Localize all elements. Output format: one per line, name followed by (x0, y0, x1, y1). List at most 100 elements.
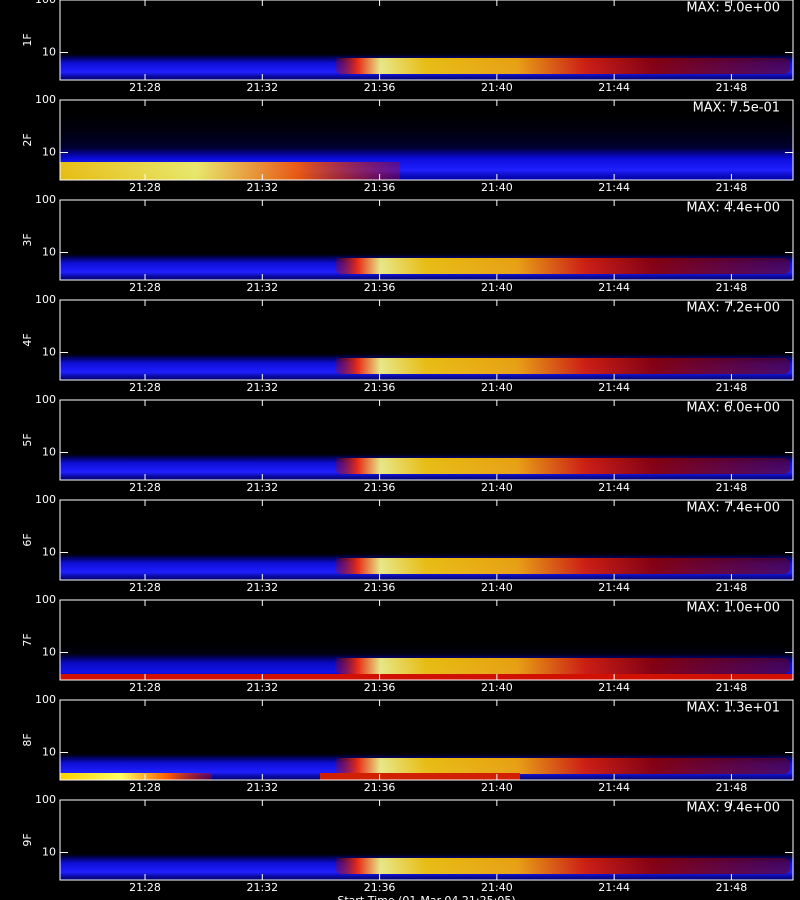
x-tick-label: 21:44 (598, 281, 630, 294)
x-tick-label: 21:36 (364, 481, 396, 494)
max-annotation: MAX: 5.0e+00 (686, 1, 780, 16)
x-tick-label: 21:44 (598, 381, 630, 394)
max-annotation: MAX: 1.0e+00 (686, 601, 780, 616)
bottom-strip (60, 674, 793, 680)
y-axis-label: 5F (21, 433, 34, 446)
x-tick-label: 21:28 (129, 881, 161, 894)
x-tick-label: 21:28 (129, 81, 161, 94)
max-annotation: MAX: 6.0e+00 (686, 401, 780, 416)
x-tick-label: 21:48 (716, 881, 748, 894)
x-tick-label: 21:28 (129, 281, 161, 294)
y-tick-label: 100 (35, 593, 56, 606)
x-tick-label: 21:32 (246, 381, 278, 394)
x-tick-label: 21:44 (598, 481, 630, 494)
x-tick-label: 21:44 (598, 581, 630, 594)
x-tick-label: 21:28 (129, 481, 161, 494)
y-axis-label: 6F (21, 533, 34, 546)
x-tick-label: 21:28 (129, 181, 161, 194)
y-axis-label: 3F (21, 233, 34, 246)
y-tick-label: 10 (42, 46, 56, 59)
x-tick-label: 21:48 (716, 81, 748, 94)
max-annotation: MAX: 9.4e+00 (686, 801, 780, 816)
x-tick-label: 21:44 (598, 181, 630, 194)
x-tick-label: 21:32 (246, 281, 278, 294)
x-tick-label: 21:36 (364, 81, 396, 94)
plot-frame (59, 199, 794, 281)
y-tick-label: 10 (42, 746, 56, 759)
x-tick-label: 21:32 (246, 681, 278, 694)
hot-band (335, 658, 790, 674)
x-tick-label: 21:44 (598, 81, 630, 94)
x-tick-label: 21:48 (716, 381, 748, 394)
x-tick-label: 21:28 (129, 581, 161, 594)
x-tick-label: 21:28 (129, 781, 161, 794)
x-tick-label: 21:40 (481, 81, 513, 94)
plot-frame (59, 299, 794, 381)
hot-band (335, 58, 790, 74)
x-tick-label: 21:40 (481, 181, 513, 194)
plot-frame (59, 599, 794, 681)
y-axis-label: 1F (21, 33, 34, 46)
x-tick-label: 21:28 (129, 681, 161, 694)
y-tick-label: 100 (35, 493, 56, 506)
hot-band (335, 358, 790, 374)
y-tick-label: 100 (35, 0, 56, 6)
y-axis-label: 2F (21, 133, 34, 146)
plot-frame (59, 0, 794, 81)
x-tick-label: 21:48 (716, 781, 748, 794)
hot-band (335, 558, 790, 574)
x-tick-label: 21:36 (364, 581, 396, 594)
y-tick-label: 100 (35, 193, 56, 206)
y-tick-label: 10 (42, 646, 56, 659)
x-tick-label: 21:40 (481, 681, 513, 694)
plot-frame (59, 699, 794, 781)
hot-region (60, 162, 400, 180)
max-annotation: MAX: 7.5e-01 (693, 101, 780, 116)
x-tick-label: 21:40 (481, 881, 513, 894)
x-tick-label: 21:44 (598, 781, 630, 794)
bottom-strip (60, 773, 212, 780)
x-tick-label: 21:48 (716, 681, 748, 694)
y-tick-label: 10 (42, 846, 56, 859)
x-tick-label: 21:36 (364, 681, 396, 694)
x-tick-label: 21:32 (246, 581, 278, 594)
x-tick-label: 21:36 (364, 881, 396, 894)
x-tick-label: 21:40 (481, 581, 513, 594)
max-annotation: MAX: 4.4e+00 (686, 201, 780, 216)
hot-band (335, 458, 790, 474)
plot-frame (59, 799, 794, 881)
x-tick-label: 21:28 (129, 381, 161, 394)
x-tick-label: 21:32 (246, 181, 278, 194)
x-tick-label: 21:32 (246, 781, 278, 794)
x-tick-label: 21:40 (481, 281, 513, 294)
plot-frame (59, 399, 794, 481)
plot-frame (59, 499, 794, 581)
x-tick-label: 21:36 (364, 381, 396, 394)
y-tick-label: 100 (35, 93, 56, 106)
x-tick-label: 21:44 (598, 681, 630, 694)
y-tick-label: 100 (35, 293, 56, 306)
x-tick-label: 21:48 (716, 581, 748, 594)
y-tick-label: 10 (42, 446, 56, 459)
x-tick-label: 21:32 (246, 881, 278, 894)
y-tick-label: 100 (35, 393, 56, 406)
y-axis-label: 9F (21, 833, 34, 846)
max-annotation: MAX: 7.4e+00 (686, 501, 780, 516)
x-tick-label: 21:32 (246, 81, 278, 94)
x-tick-label: 21:44 (598, 881, 630, 894)
y-axis-label: 8F (21, 733, 34, 746)
hot-band (335, 758, 790, 774)
y-tick-label: 10 (42, 346, 56, 359)
x-tick-label: 21:48 (716, 481, 748, 494)
x-tick-label: 21:40 (481, 781, 513, 794)
max-annotation: MAX: 7.2e+00 (686, 301, 780, 316)
plot-frame (59, 99, 794, 181)
bottom-strip (320, 773, 520, 780)
max-annotation: MAX: 1.3e+01 (686, 701, 780, 716)
y-tick-label: 10 (42, 246, 56, 259)
x-tick-label: 21:32 (246, 481, 278, 494)
x-tick-label: 21:40 (481, 481, 513, 494)
x-tick-label: 21:36 (364, 181, 396, 194)
y-tick-label: 10 (42, 146, 56, 159)
